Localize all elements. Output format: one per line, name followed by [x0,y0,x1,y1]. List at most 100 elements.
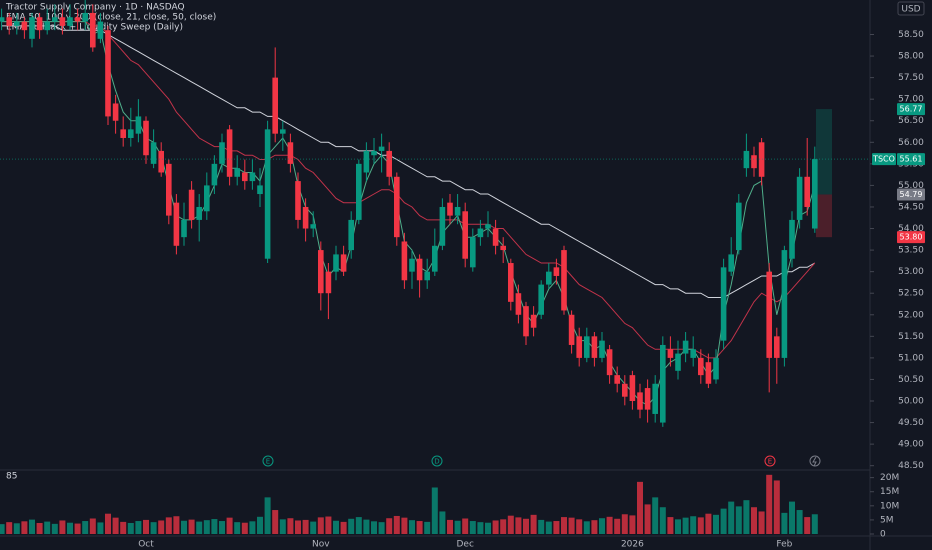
volume-bar [743,500,750,534]
volume-bar [74,523,81,534]
candle-body [500,245,506,251]
price-tag-label: 53.80 [900,233,923,242]
candle-body [226,129,233,177]
volume-bar [295,520,301,534]
candle-body [454,206,461,216]
currency[interactable]: USD [901,5,920,15]
volume-bar [811,514,818,534]
volume-bar [241,522,248,534]
volume-bar [173,516,180,534]
candle-body [204,185,210,212]
lightning-icon [812,456,817,467]
candle-body [736,202,742,251]
volume-bar [371,521,377,534]
volume-bar [105,513,111,534]
event-markers: E D E [262,455,821,467]
volume-bar [226,517,233,534]
y-tick-label: 51.00 [898,353,924,363]
y-tick-label: 58.00 [898,52,924,62]
y-tick-label: 52.00 [898,310,924,320]
candle-body [424,271,430,281]
volume-bar [13,523,20,534]
candle-body [173,202,180,246]
y-tick-label: 57.50 [898,73,924,83]
volume-tick-label: 20M [880,473,899,483]
indicator-label[interactable]: EMA 50, 100 y 200 (close, 21, close, 50,… [6,13,216,23]
candle-body [546,271,552,285]
candle-body [766,271,772,358]
volume-bar [211,519,218,534]
candle-body [416,258,423,281]
volume-bar [538,519,545,534]
price-tag-label: 54.79 [900,190,923,199]
candle-body [439,206,446,246]
volume-bar [621,514,628,534]
volume-bar [51,523,58,534]
candle-body [584,336,590,358]
price-tag [897,231,925,244]
volume-bar [439,511,446,534]
volume-bar [796,510,803,534]
candle-body [812,159,818,229]
candle-body [166,163,172,216]
split-marker[interactable] [809,455,821,467]
volume-bar [789,501,795,534]
candle-body [660,344,666,423]
volume-bar [507,515,514,534]
volume-bar [143,519,149,534]
volume-bar [317,517,324,534]
candle-body [508,263,514,302]
candle-body [675,353,681,371]
candle-body [44,21,50,31]
candle-body [713,357,719,380]
volume-bar [89,518,96,534]
candle-body [606,349,613,376]
volume-bar [667,517,674,534]
volume-bar [553,521,560,534]
candle-body [591,336,598,358]
currency-box[interactable] [897,1,925,16]
volume-bar [21,521,28,534]
candle-body [720,267,727,341]
volume-bar [477,522,484,534]
y-tick-label: 50.00 [898,397,924,407]
volume-bar [393,515,400,534]
volume-bar [485,522,491,534]
candle-body [523,306,529,337]
candle-body [36,17,43,31]
volume-tick-label: 5M [880,515,894,525]
volume-bar [82,521,89,534]
volume-bar [135,521,142,534]
candle-body [637,392,643,410]
y-tick-label: 49.00 [898,440,924,450]
candle-body [272,77,278,134]
candle-body [90,12,96,48]
volume-bar [401,517,408,534]
candle-body [112,103,119,121]
volume-bar [249,521,256,534]
x-tick-label: Dec [456,540,473,550]
y-tick-label: 56.00 [898,138,924,148]
volume-bar [599,518,605,534]
event-marker[interactable] [431,455,443,467]
candle-body [287,142,294,164]
candle-body [652,383,658,414]
volume-bar [36,523,43,534]
x-tick-label: Nov [312,540,330,550]
candle-body [728,254,734,272]
event-marker[interactable] [764,455,776,467]
event-label: D [434,458,439,466]
candle-body [409,258,415,272]
candle-body [302,206,309,229]
candle-body [599,340,605,358]
candle-body [470,237,476,268]
event-marker[interactable] [262,455,274,467]
y-tick-label: 54.50 [898,202,924,212]
candle-body [447,202,453,216]
price-tag [897,153,925,166]
candle-body [59,17,66,26]
volume-bar [462,518,469,534]
volume-bar [264,497,271,534]
candle-body [67,17,73,26]
